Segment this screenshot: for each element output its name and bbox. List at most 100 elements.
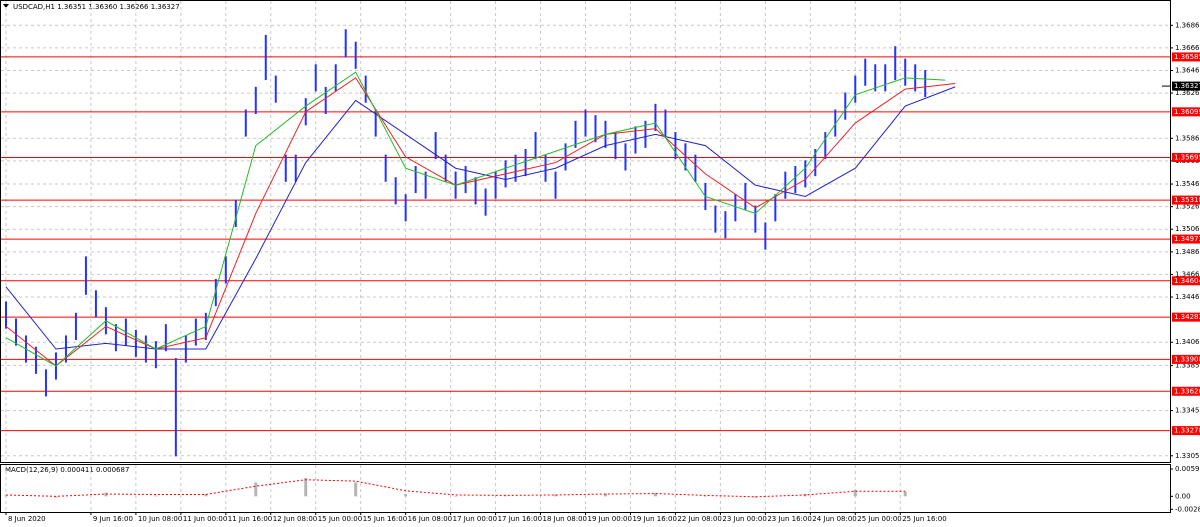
- level-label: 1.34973: [1174, 235, 1200, 243]
- level-label-bg: [1172, 312, 1200, 322]
- x-tick-label: 15 Jun 16:00: [363, 515, 407, 523]
- y-tick-label: 1.36265: [1175, 89, 1200, 97]
- macd-bar: [454, 496, 458, 497]
- price-bar: [314, 64, 317, 92]
- price-bar: [364, 75, 367, 103]
- price-bar: [794, 165, 797, 194]
- level-label-bg: [1172, 195, 1200, 205]
- macd-bar: [354, 482, 358, 497]
- price-bar: [254, 86, 257, 114]
- y-tick-label: 1.34460: [1175, 293, 1200, 301]
- price-bar: [664, 109, 667, 137]
- price-bar: [174, 358, 177, 457]
- macd-y-tick-label: 0.00: [1175, 492, 1191, 500]
- x-tick-label: 11 Jun 16:00: [228, 515, 272, 523]
- price-bar: [714, 205, 717, 233]
- price-bar: [894, 46, 897, 81]
- price-bar: [864, 58, 867, 86]
- macd-bar: [853, 489, 857, 497]
- macd-bar: [4, 495, 8, 497]
- moving-average: [5, 86, 956, 350]
- price-bar: [804, 160, 807, 188]
- x-tick-label: 18 Jun 08:00: [543, 515, 587, 523]
- price-bar: [334, 64, 337, 92]
- chart-title: USDCAD,H1 1.36351 1.36360 1.36266 1.3632…: [13, 3, 180, 11]
- macd-bar: [154, 495, 158, 497]
- y-tick-label: 1.35260: [1175, 203, 1200, 211]
- macd-bar: [753, 496, 757, 498]
- x-tick-label: 17 Jun 00:00: [453, 515, 497, 523]
- y-tick-label: 1.36865: [1175, 21, 1200, 29]
- price-bar: [324, 86, 327, 114]
- y-tick-label: 1.3546: [1175, 180, 1200, 188]
- price-bar: [594, 115, 597, 143]
- menu-icon[interactable]: [3, 4, 9, 8]
- last-price-bg: [1172, 81, 1200, 91]
- y-tick-label: 1.34660: [1175, 270, 1200, 278]
- price-bar: [284, 154, 287, 182]
- x-tick-label: 16 Jun 08:00: [408, 515, 452, 523]
- level-label-bg: [1172, 52, 1200, 62]
- price-bar: [144, 335, 147, 363]
- price-bar: [584, 109, 587, 137]
- price-bar: [654, 103, 657, 131]
- moving-average: [5, 71, 946, 367]
- price-bar: [844, 92, 847, 120]
- price-bar: [534, 132, 537, 160]
- x-tick-label: 19 Jun 16:00: [632, 515, 676, 523]
- price-bar: [374, 109, 377, 137]
- level-label: 1.34282: [1174, 313, 1200, 321]
- price-bar: [264, 34, 267, 81]
- price-bar: [684, 143, 687, 171]
- price-bar: [914, 64, 917, 92]
- level-label: 1.33278: [1174, 427, 1200, 435]
- price-bar: [164, 324, 167, 352]
- price-bar: [554, 171, 557, 199]
- price-bar: [64, 335, 67, 363]
- price-bar: [274, 75, 277, 103]
- price-bar: [44, 369, 47, 397]
- price-bar: [814, 149, 817, 177]
- macd-bar: [703, 496, 707, 497]
- price-bar: [4, 301, 7, 329]
- x-tick-label: 12 Jun 08:00: [273, 515, 317, 523]
- price-bar: [194, 318, 197, 346]
- x-tick-label: 23 Jun 00:00: [722, 515, 766, 523]
- x-tick-label: 24 Jun 08:00: [812, 515, 856, 523]
- y-tick-label: 1.34860: [1175, 248, 1200, 256]
- level-label-bg: [1172, 276, 1200, 286]
- price-bar: [724, 211, 727, 239]
- y-tick-label: 1.34060: [1175, 338, 1200, 346]
- price-bar: [384, 154, 387, 182]
- x-tick-label: 25 Jun 00:00: [857, 515, 901, 523]
- level-label-bg: [1172, 386, 1200, 396]
- x-tick-label: 11 Jun 00:00: [183, 515, 227, 523]
- price-bar: [464, 165, 467, 194]
- price-bar: [244, 109, 247, 137]
- price-bar: [224, 256, 227, 284]
- price-bar: [644, 120, 647, 148]
- macd-y-tick-label: 0.005933: [1175, 465, 1200, 473]
- macd-y-tick-label: -0.002814: [1175, 505, 1200, 513]
- y-tick-label: 1.33055: [1175, 452, 1200, 460]
- price-bar: [854, 75, 857, 103]
- level-label: 1.36099: [1174, 108, 1200, 116]
- price-bar: [494, 171, 497, 199]
- level-label: 1.35318: [1174, 196, 1200, 204]
- price-bar: [84, 256, 87, 295]
- price-bar: [904, 58, 907, 86]
- price-bar: [414, 165, 417, 194]
- y-tick-label: 1.33455: [1175, 407, 1200, 415]
- last-price-label: 1.36327: [1174, 82, 1200, 90]
- x-tick-label: 22 Jun 08:00: [677, 515, 721, 523]
- level-label: 1.33626: [1174, 387, 1200, 395]
- price-bar: [94, 290, 97, 318]
- level-label-bg: [1172, 234, 1200, 244]
- price-bar: [234, 199, 237, 227]
- level-label-bg: [1172, 354, 1200, 364]
- macd-bar: [554, 494, 558, 497]
- macd-title: MACD(12,26,9) 0.000411 0.000687: [5, 466, 129, 474]
- price-bar: [474, 177, 477, 205]
- macd-bar: [903, 491, 907, 497]
